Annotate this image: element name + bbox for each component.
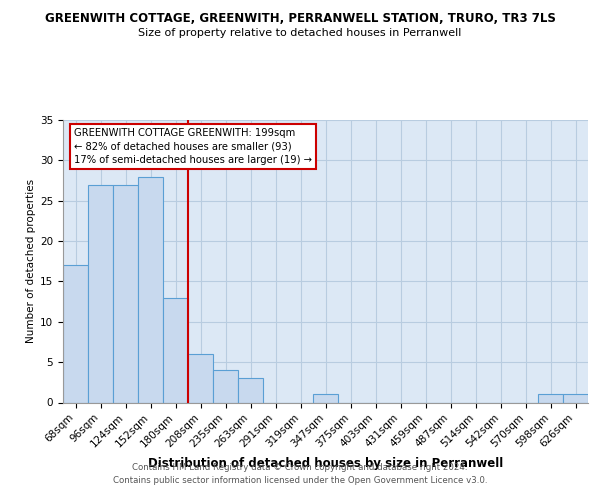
Text: Contains HM Land Registry data © Crown copyright and database right 2024.: Contains HM Land Registry data © Crown c… xyxy=(132,462,468,471)
Bar xyxy=(88,184,113,402)
Text: Contains public sector information licensed under the Open Government Licence v3: Contains public sector information licen… xyxy=(113,476,487,485)
Text: GREENWITH COTTAGE, GREENWITH, PERRANWELL STATION, TRURO, TR3 7LS: GREENWITH COTTAGE, GREENWITH, PERRANWELL… xyxy=(44,12,556,26)
Bar xyxy=(163,298,188,403)
X-axis label: Distribution of detached houses by size in Perranwell: Distribution of detached houses by size … xyxy=(148,458,503,470)
Bar xyxy=(63,266,88,402)
Text: Size of property relative to detached houses in Perranwell: Size of property relative to detached ho… xyxy=(139,28,461,38)
Bar xyxy=(113,184,138,402)
Bar xyxy=(563,394,588,402)
Bar xyxy=(238,378,263,402)
Bar xyxy=(213,370,238,402)
Y-axis label: Number of detached properties: Number of detached properties xyxy=(26,179,36,344)
Bar xyxy=(313,394,338,402)
Bar xyxy=(138,176,163,402)
Bar xyxy=(188,354,213,403)
Bar xyxy=(538,394,563,402)
Text: GREENWITH COTTAGE GREENWITH: 199sqm
← 82% of detached houses are smaller (93)
17: GREENWITH COTTAGE GREENWITH: 199sqm ← 82… xyxy=(74,128,311,165)
